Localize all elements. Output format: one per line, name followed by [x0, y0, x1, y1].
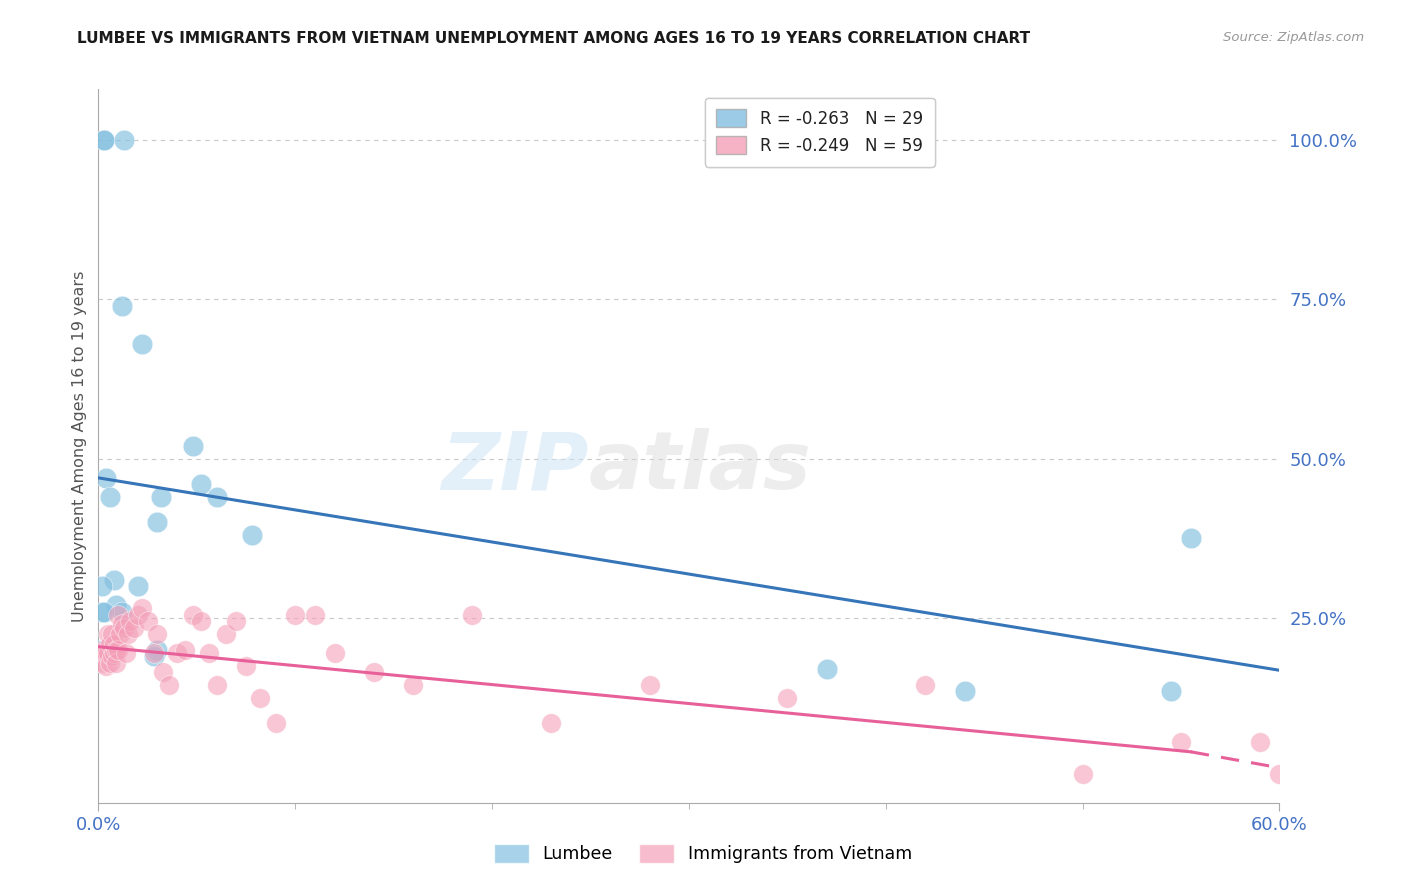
Point [146, 643, 169, 657]
Point [152, 665, 174, 680]
Point [93, 646, 115, 660]
Point [461, 607, 484, 622]
Legend: R = -0.263   N = 29, R = -0.249   N = 59: R = -0.263 N = 29, R = -0.249 N = 59 [704, 97, 935, 167]
Point [93, 133, 115, 147]
Point [166, 646, 188, 660]
Point [1160, 684, 1182, 698]
Point [953, 684, 976, 698]
Point [103, 636, 125, 650]
Point [127, 579, 149, 593]
Point [1268, 767, 1291, 781]
Point [914, 678, 936, 692]
Point [91, 646, 114, 660]
Point [284, 607, 307, 622]
Point [249, 690, 271, 705]
Point [190, 477, 212, 491]
Point [107, 643, 129, 657]
Point [118, 614, 141, 628]
Point [127, 607, 149, 622]
Point [98, 490, 121, 504]
Point [103, 573, 125, 587]
Point [1071, 767, 1094, 781]
Text: LUMBEE VS IMMIGRANTS FROM VIETNAM UNEMPLOYMENT AMONG AGES 16 TO 19 YEARS CORRELA: LUMBEE VS IMMIGRANTS FROM VIETNAM UNEMPL… [77, 31, 1031, 46]
Point [98, 636, 121, 650]
Point [122, 621, 145, 635]
Point [93, 605, 115, 619]
Point [363, 665, 385, 680]
Point [101, 649, 124, 664]
Point [402, 678, 425, 692]
Point [91, 605, 114, 619]
Legend: Lumbee, Immigrants from Vietnam: Lumbee, Immigrants from Vietnam [486, 837, 920, 870]
Text: atlas: atlas [589, 428, 811, 507]
Point [146, 516, 169, 530]
Point [115, 646, 138, 660]
Point [146, 627, 169, 641]
Point [240, 528, 263, 542]
Point [142, 646, 165, 660]
Point [91, 643, 114, 657]
Point [157, 678, 180, 692]
Point [96, 658, 118, 673]
Point [174, 643, 197, 657]
Point [205, 678, 228, 692]
Point [96, 646, 118, 660]
Point [111, 605, 134, 619]
Point [181, 607, 204, 622]
Point [181, 439, 204, 453]
Point [105, 599, 128, 613]
Point [112, 133, 135, 147]
Point [105, 656, 128, 670]
Point [98, 656, 121, 670]
Point [91, 646, 114, 660]
Point [190, 614, 212, 628]
Point [304, 607, 326, 622]
Point [101, 627, 124, 641]
Point [815, 662, 838, 676]
Point [150, 490, 173, 504]
Point [131, 601, 153, 615]
Point [1308, 767, 1330, 781]
Point [111, 299, 134, 313]
Point [131, 337, 153, 351]
Point [235, 658, 257, 673]
Point [1180, 532, 1202, 546]
Y-axis label: Unemployment Among Ages 16 to 19 years: Unemployment Among Ages 16 to 19 years [72, 270, 87, 622]
Point [215, 627, 238, 641]
Point [91, 646, 114, 660]
Text: Source: ZipAtlas.com: Source: ZipAtlas.com [1223, 31, 1364, 45]
Point [107, 607, 129, 622]
Point [205, 490, 228, 504]
Point [91, 656, 114, 670]
Point [89, 646, 111, 660]
Point [108, 627, 131, 641]
Point [1249, 735, 1271, 749]
Point [97, 627, 120, 641]
Point [264, 716, 287, 731]
Point [323, 646, 346, 660]
Point [111, 617, 134, 632]
Point [93, 643, 115, 657]
Point [638, 678, 661, 692]
Point [97, 646, 120, 660]
Point [91, 579, 114, 593]
Point [105, 643, 128, 657]
Point [540, 716, 562, 731]
Text: ZIP: ZIP [441, 428, 589, 507]
Point [136, 614, 159, 628]
Point [96, 471, 118, 485]
Point [1170, 735, 1192, 749]
Point [776, 690, 799, 705]
Point [117, 627, 139, 641]
Point [197, 646, 219, 660]
Point [112, 621, 135, 635]
Point [103, 646, 125, 660]
Point [225, 614, 247, 628]
Point [93, 133, 115, 147]
Point [142, 649, 165, 664]
